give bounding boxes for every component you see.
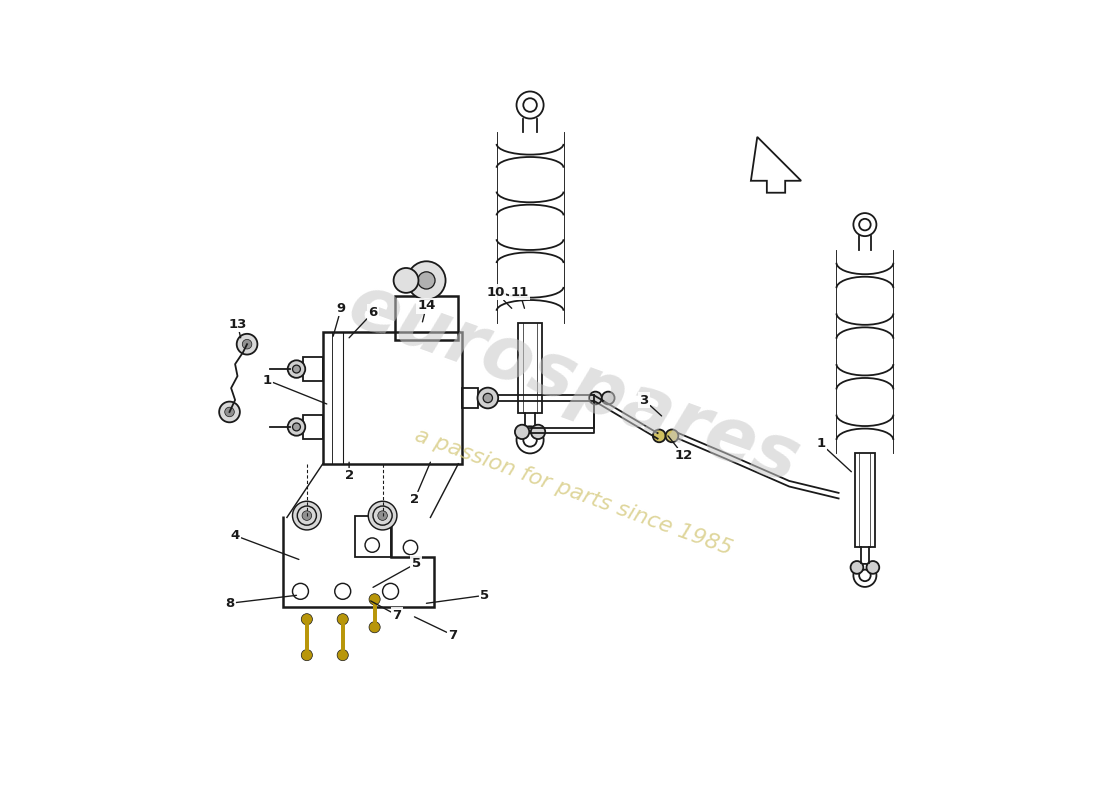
- Text: 1: 1: [263, 374, 327, 404]
- Circle shape: [590, 392, 602, 404]
- Circle shape: [483, 394, 493, 402]
- Bar: [462, 388, 478, 408]
- Circle shape: [288, 360, 306, 378]
- Circle shape: [477, 388, 498, 408]
- Bar: [518, 322, 542, 413]
- Text: a passion for parts since 1985: a passion for parts since 1985: [412, 425, 736, 558]
- Circle shape: [288, 418, 306, 436]
- Text: 8: 8: [224, 595, 297, 610]
- Bar: [395, 296, 459, 340]
- Text: 2: 2: [344, 462, 354, 482]
- Text: 9: 9: [333, 302, 345, 336]
- Text: 7: 7: [371, 601, 402, 622]
- Circle shape: [602, 392, 615, 404]
- Circle shape: [850, 561, 864, 574]
- Circle shape: [377, 511, 387, 520]
- Circle shape: [666, 430, 679, 442]
- Text: 11: 11: [510, 286, 529, 308]
- Circle shape: [418, 272, 434, 289]
- Circle shape: [394, 268, 418, 293]
- Circle shape: [293, 423, 300, 431]
- Text: 13: 13: [229, 318, 246, 338]
- Text: 5: 5: [373, 557, 420, 587]
- Circle shape: [297, 506, 317, 525]
- Text: 14: 14: [417, 299, 436, 322]
- Circle shape: [301, 614, 312, 625]
- Circle shape: [301, 650, 312, 661]
- Circle shape: [515, 425, 529, 439]
- Text: 10: 10: [486, 286, 512, 308]
- Circle shape: [293, 502, 321, 530]
- Bar: [302, 415, 322, 439]
- Bar: [855, 453, 876, 547]
- Text: 5: 5: [427, 589, 490, 603]
- Circle shape: [242, 339, 252, 349]
- Circle shape: [867, 561, 879, 574]
- Circle shape: [236, 334, 257, 354]
- Text: eurospares: eurospares: [339, 269, 810, 499]
- Bar: [322, 332, 462, 464]
- Text: 4: 4: [231, 529, 299, 559]
- Circle shape: [531, 425, 546, 439]
- Text: 1: 1: [816, 438, 851, 472]
- Text: 12: 12: [668, 436, 693, 462]
- Circle shape: [368, 594, 381, 605]
- Circle shape: [407, 262, 446, 299]
- Circle shape: [373, 506, 393, 525]
- Text: 2: 2: [410, 462, 430, 506]
- Circle shape: [652, 430, 666, 442]
- Circle shape: [368, 502, 397, 530]
- Text: 6: 6: [349, 306, 377, 338]
- Circle shape: [302, 511, 311, 520]
- Text: 7: 7: [415, 617, 458, 642]
- Text: 3: 3: [639, 394, 661, 416]
- Circle shape: [224, 407, 234, 417]
- Circle shape: [368, 622, 381, 633]
- Circle shape: [337, 614, 349, 625]
- Circle shape: [219, 402, 240, 422]
- Circle shape: [337, 650, 349, 661]
- Bar: [302, 357, 322, 381]
- Circle shape: [293, 365, 300, 373]
